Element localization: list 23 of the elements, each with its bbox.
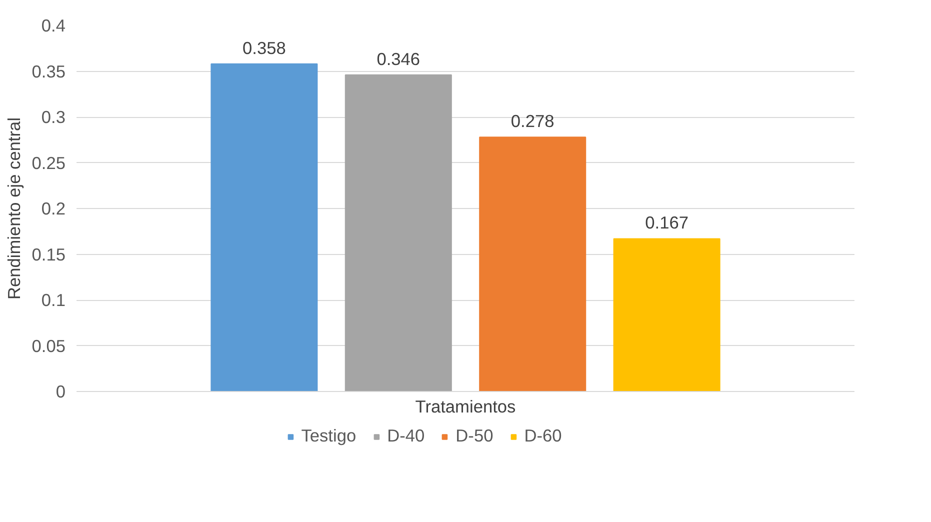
bar — [479, 136, 586, 392]
legend-label: D-60 — [524, 426, 562, 446]
bar — [210, 63, 318, 392]
y-tick-label: 0.15 — [32, 244, 66, 264]
y-tick-label: 0.3 — [41, 107, 66, 127]
data-label: 0.278 — [510, 111, 554, 132]
y-tick-label: 0.1 — [41, 290, 66, 310]
y-tick-label: 0.05 — [32, 336, 66, 356]
legend-label: D-50 — [456, 426, 494, 446]
y-tick-label: 0 — [56, 382, 66, 402]
legend-label: Testigo — [301, 426, 356, 446]
legend-label: D-40 — [387, 426, 425, 446]
y-tick-label: 0.2 — [41, 198, 66, 218]
data-label: 0.167 — [645, 212, 688, 233]
x-axis-title: Tratamientos — [415, 396, 516, 416]
data-label: 0.346 — [376, 48, 420, 69]
y-tick-label: 0.25 — [32, 152, 66, 173]
bar — [613, 238, 720, 392]
bar — [344, 74, 452, 392]
y-tick-label: 0.4 — [41, 16, 66, 36]
data-label: 0.358 — [242, 38, 286, 58]
y-tick-label: 0.35 — [32, 61, 66, 82]
y-axis-title: Rendimiento eje central — [4, 117, 24, 300]
